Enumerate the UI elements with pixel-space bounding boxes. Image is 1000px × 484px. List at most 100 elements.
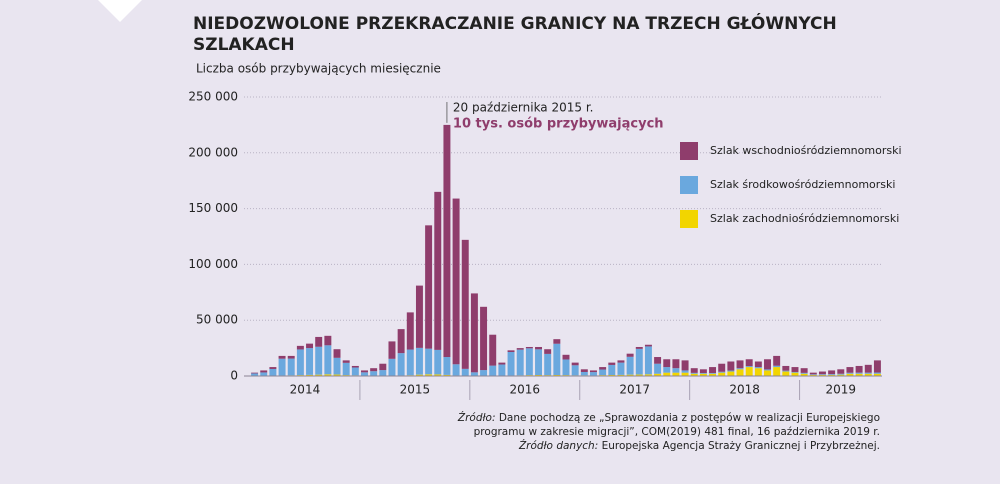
legend-label: Szlak zachodniośródziemnomorski <box>710 212 899 225</box>
bar-segment <box>644 346 652 375</box>
bar-segment <box>544 349 552 354</box>
bar-segment <box>535 374 543 376</box>
bar-segment <box>690 372 698 374</box>
bar-segment <box>681 372 689 376</box>
bar-segment <box>846 372 854 374</box>
bar-segment <box>461 239 469 369</box>
y-tick-label: 200 000 <box>188 145 238 159</box>
bar-segment <box>324 374 332 376</box>
bar-segment <box>351 365 359 368</box>
bar-segment <box>782 371 790 376</box>
bar-segment <box>571 362 579 366</box>
bar-segment <box>773 367 781 376</box>
bar-segment <box>681 360 689 371</box>
bar-segment <box>699 373 707 376</box>
bar-segment <box>525 348 533 376</box>
y-tick-label: 100 000 <box>188 257 238 271</box>
chart-title: NIEDOZWOLONE PRZEKRACZANIE GRANICY NA TR… <box>193 12 837 55</box>
bar-segment <box>260 372 268 376</box>
bar-segment <box>791 367 799 372</box>
x-group-label: 2015 <box>400 383 431 397</box>
bar-segment <box>644 374 652 376</box>
bar-segment <box>699 369 707 373</box>
bar-segment <box>415 374 423 376</box>
bar-segment <box>507 350 515 353</box>
annotation-date: 20 października 2015 r. <box>453 101 594 115</box>
bar-segment <box>672 368 680 373</box>
bar-segment <box>406 349 414 376</box>
bar-segment <box>654 357 662 364</box>
bar-segment <box>553 339 561 344</box>
bar-segment <box>663 372 671 376</box>
bar-segment <box>333 374 341 376</box>
bar-segment <box>782 365 790 371</box>
source-label: Źródło: <box>457 411 496 424</box>
bar-segment <box>553 374 561 376</box>
bar-segment <box>809 372 817 375</box>
bar-segment <box>388 341 396 359</box>
bar-segment <box>470 372 478 376</box>
annotation-text: 10 tys. osób przybywających <box>453 117 664 132</box>
bar-segment <box>415 285 423 348</box>
bar-segment <box>562 359 570 376</box>
bar-segment <box>498 362 506 365</box>
bar-segment <box>608 374 616 376</box>
bar-segment <box>296 349 304 376</box>
bar-segment <box>397 353 405 376</box>
bar-segment <box>306 374 314 376</box>
data-source-label: Źródło danych: <box>518 439 598 452</box>
bar-segment <box>754 368 762 376</box>
bar-segment <box>333 349 341 358</box>
bar-segment <box>370 368 378 372</box>
bar-segment <box>837 374 845 376</box>
bar-segment <box>480 370 488 376</box>
bar-segment <box>690 373 698 376</box>
bar-segment <box>535 346 543 350</box>
y-tick-label: 50 000 <box>196 313 238 327</box>
bar-segment <box>828 374 836 375</box>
bar-segment <box>324 345 332 375</box>
bar-segment <box>846 367 854 373</box>
bar-segment <box>589 370 597 373</box>
bar-segment <box>617 374 625 376</box>
bar-segment <box>516 348 524 350</box>
data-source: Źródło danych: Europejska Agencja Straży… <box>518 439 880 452</box>
bar-segment <box>544 353 552 376</box>
legend-swatch <box>680 176 698 194</box>
x-group-label: 2014 <box>290 383 321 397</box>
bar-segment <box>480 306 488 371</box>
bar-segment <box>873 372 881 374</box>
bar-segment <box>516 349 524 376</box>
bar-segment <box>562 354 570 360</box>
bar-segment <box>324 335 332 346</box>
bar-segment <box>553 343 561 375</box>
bar-segment <box>837 373 845 375</box>
bar-segment <box>498 364 506 376</box>
bar-segment <box>425 225 433 349</box>
bar-segment <box>361 370 368 373</box>
bar-segment <box>370 371 378 376</box>
bar-segment <box>745 366 753 368</box>
bar-segment <box>434 191 442 350</box>
bar-segment <box>873 373 881 376</box>
bar-segment <box>525 346 533 349</box>
title-line: NIEDOZWOLONE PRZEKRACZANIE GRANICY NA TR… <box>193 12 837 34</box>
bar-segment <box>736 369 744 376</box>
bar-segment <box>443 357 451 375</box>
bar-segment <box>251 372 259 374</box>
bar-segment <box>507 352 515 376</box>
bar-segment <box>388 358 396 376</box>
bar-segment <box>654 363 662 374</box>
bar-segment <box>791 371 799 373</box>
bar-segment <box>599 367 607 370</box>
bar-segment <box>269 367 277 369</box>
title-line: SZLAKACH <box>193 35 295 55</box>
bar-segment <box>452 198 460 365</box>
bar-segment <box>434 374 442 376</box>
bar-segment <box>342 360 350 363</box>
source-text: Dane pochodzą ze „Sprawozdania z postępó… <box>499 412 880 424</box>
bar-segment <box>434 349 442 375</box>
bar-segment <box>864 372 872 374</box>
bar-segment <box>260 370 268 373</box>
